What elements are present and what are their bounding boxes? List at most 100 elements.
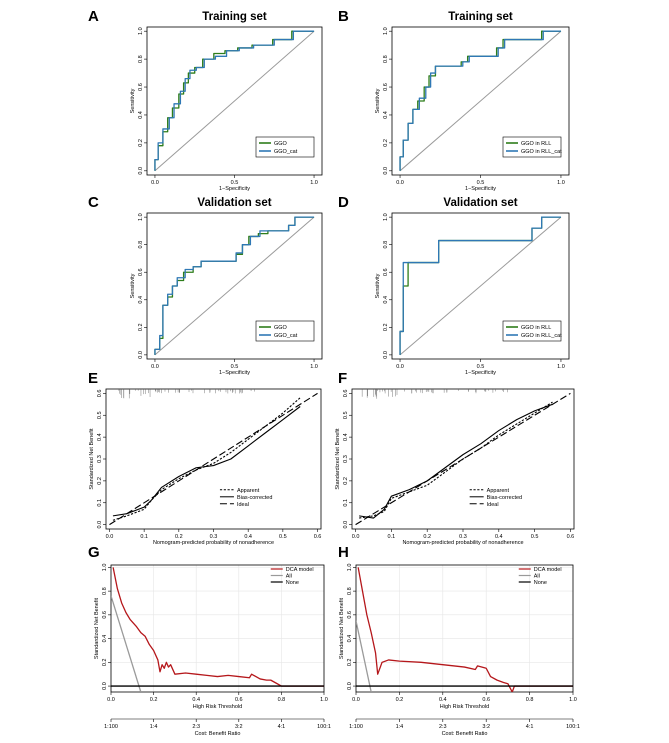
y-tick-label: 0.5 xyxy=(97,411,103,419)
x-tick-label: 0.1 xyxy=(140,534,148,540)
x-axis-label: 1−Specificity xyxy=(219,370,250,376)
series-line-ideal xyxy=(355,392,571,526)
legend-label: DCA model xyxy=(534,567,562,573)
y-axis-label: Sensitivity xyxy=(130,88,136,113)
x2-tick-label: 100:1 xyxy=(317,724,331,730)
x-tick-label: 0.6 xyxy=(314,534,322,540)
y-tick-label: 0.4 xyxy=(343,433,349,441)
y-tick-label: 1.0 xyxy=(102,564,108,572)
y-tick-label: 1.0 xyxy=(347,564,353,572)
panel-title: Training set xyxy=(448,11,513,23)
x-tick-label: 0.0 xyxy=(352,697,360,703)
series-line-bias-corrected xyxy=(112,406,301,517)
x2-tick-label: 100:1 xyxy=(566,724,580,730)
x-axis-label: 1−Specificity xyxy=(465,186,496,192)
x-axis-label: High Risk Threshold xyxy=(440,704,489,710)
x-tick-label: 0.3 xyxy=(210,534,218,540)
y-tick-label: 0.6 xyxy=(138,268,144,276)
x-tick-label: 0.8 xyxy=(278,697,286,703)
panel-title: Validation set xyxy=(443,197,517,209)
panel-e: E 0.0 0.1 0.2 0.3 0.4 0.5 0.6 0.0 0.1 0.2 0.3 0.4 0.5… xyxy=(88,370,322,546)
y-axis-label: Sensitivity xyxy=(130,273,136,298)
legend-label: DCA model xyxy=(286,567,314,573)
y-tick-label: 0.0 xyxy=(138,167,144,175)
series-line-ggo xyxy=(154,30,315,171)
x-tick-label: 0.4 xyxy=(192,697,200,703)
x-axis-label: 1−Specificity xyxy=(219,186,250,192)
y-tick-label: 0.4 xyxy=(383,296,389,304)
y-tick-label: 0.2 xyxy=(343,477,349,485)
y-tick-label: 0.2 xyxy=(97,477,103,485)
x-tick-label: 0.0 xyxy=(396,364,404,370)
legend-label: None xyxy=(534,580,547,586)
y-tick-label: 0.8 xyxy=(138,241,144,249)
x2-axis-label: Cost: Benefit Ratio xyxy=(442,731,488,737)
x2-tick-label: 1:100 xyxy=(104,724,118,730)
x-tick-label: 0.0 xyxy=(106,534,114,540)
x-axis-label: Nomogram-predicted probability of nonadh… xyxy=(153,540,274,546)
y-tick-label: 1.0 xyxy=(138,27,144,35)
x-tick-label: 0.4 xyxy=(439,697,447,703)
x-tick-label: 0.2 xyxy=(150,697,158,703)
y-tick-label: 0.4 xyxy=(347,635,353,643)
panel-letter: F xyxy=(338,370,347,387)
y-tick-label: 0.2 xyxy=(102,658,108,666)
reference-diagonal xyxy=(154,216,315,356)
panel-g: G 0.0 0.2 0.4 0.6 0.8 1.0 0.0 0.2 0.4 0.6 0.8 1.0 1:1… xyxy=(88,544,331,737)
x-tick-label: 0.3 xyxy=(459,534,467,540)
x-tick-label: 0.0 xyxy=(396,180,404,186)
x-tick-label: 0.5 xyxy=(231,364,239,370)
x-tick-label: 0.5 xyxy=(231,180,239,186)
x2-tick-label: 4:1 xyxy=(526,724,534,730)
legend-label: GGO in RLL xyxy=(521,325,551,331)
x-axis-label: Nomogram-predicted probability of nonadh… xyxy=(402,540,523,546)
x-tick-label: 0.1 xyxy=(388,534,396,540)
y-tick-label: 0.0 xyxy=(97,521,103,529)
reference-diagonal xyxy=(399,30,562,172)
series-line-dca-model xyxy=(357,567,573,692)
x-tick-label: 0.6 xyxy=(235,697,243,703)
reference-diagonal xyxy=(399,216,562,356)
x-tick-label: 0.2 xyxy=(423,534,431,540)
x-tick-label: 1.0 xyxy=(320,697,328,703)
x-tick-label: 0.0 xyxy=(151,180,159,186)
x-tick-label: 0.2 xyxy=(396,697,404,703)
y-tick-label: 0.4 xyxy=(97,433,103,441)
panel-letter: A xyxy=(88,8,99,25)
legend-label: GGO xyxy=(274,141,288,147)
y-tick-label: 0.6 xyxy=(383,83,389,91)
x-tick-label: 0.5 xyxy=(477,180,485,186)
legend-label: GGO xyxy=(274,325,288,331)
series-line-ggo-in-rll-cat xyxy=(399,30,561,171)
x-tick-label: 0.6 xyxy=(567,534,575,540)
y-tick-label: 0.8 xyxy=(138,55,144,63)
legend-label: Apparent xyxy=(487,488,510,494)
series-line-ideal xyxy=(109,392,318,526)
series-line-dca-model xyxy=(112,567,324,687)
x-tick-label: 0.0 xyxy=(352,534,360,540)
y-axis-label: Standardized Net Benefit xyxy=(339,597,345,659)
legend-label: GGO in RLL_cat xyxy=(521,333,562,339)
y-tick-label: 0.2 xyxy=(383,323,389,331)
series-line-ggo-in-rll-cat xyxy=(399,216,561,355)
x-tick-label: 0.4 xyxy=(495,534,503,540)
y-tick-label: 1.0 xyxy=(383,27,389,35)
plot-frame xyxy=(110,564,325,693)
y-tick-label: 0.4 xyxy=(102,635,108,643)
x2-tick-label: 1:4 xyxy=(150,724,158,730)
x2-tick-label: 3:2 xyxy=(235,724,243,730)
x2-tick-label: 4:1 xyxy=(278,724,286,730)
legend-label: Apparent xyxy=(237,488,260,494)
y-tick-label: 1.0 xyxy=(383,213,389,221)
x2-axis-label: Cost: Benefit Ratio xyxy=(195,731,241,737)
legend-label: Bias-corrected xyxy=(237,495,272,501)
y-tick-label: 0.8 xyxy=(383,55,389,63)
x2-tick-label: 2:3 xyxy=(192,724,200,730)
x2-tick-label: 1:100 xyxy=(349,724,363,730)
x-axis-label: 1−Specificity xyxy=(465,370,496,376)
y-tick-label: 0.6 xyxy=(347,611,353,619)
x2-tick-label: 2:3 xyxy=(439,724,447,730)
legend-label: GGO in RLL xyxy=(521,141,551,147)
y-tick-label: 0.0 xyxy=(347,682,353,690)
